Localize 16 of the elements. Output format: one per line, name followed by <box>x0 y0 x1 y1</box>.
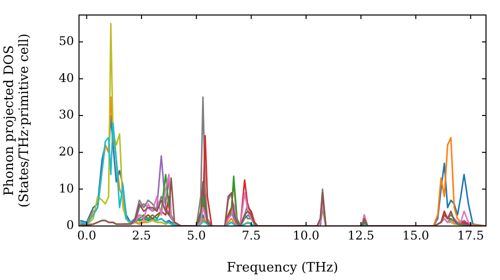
y-tick-label: 40 <box>58 70 74 85</box>
x-tick-label: 10.0 <box>292 228 320 242</box>
y-tick-label: 50 <box>58 34 74 48</box>
x-tick-label: 0.0 <box>77 228 96 242</box>
y-tick-label: 20 <box>58 144 74 158</box>
x-tick-label: 17.5 <box>457 228 484 242</box>
y-tick-label: 10 <box>58 181 74 196</box>
x-tick-label: 2.5 <box>132 228 152 242</box>
y-tick-label: 30 <box>58 108 74 122</box>
y-axis-title: Phonon projected DOS (States/THz·primitive cell) <box>2 33 32 208</box>
x-tick-label: 15.0 <box>402 228 430 242</box>
y-tick-label: 0 <box>66 218 74 232</box>
x-tick-label: 12.5 <box>348 228 374 242</box>
x-tick-label: 7.5 <box>242 228 261 242</box>
x-tick-label: 5.0 <box>186 228 206 242</box>
x-axis-title: Frequency (THz) <box>226 260 338 276</box>
